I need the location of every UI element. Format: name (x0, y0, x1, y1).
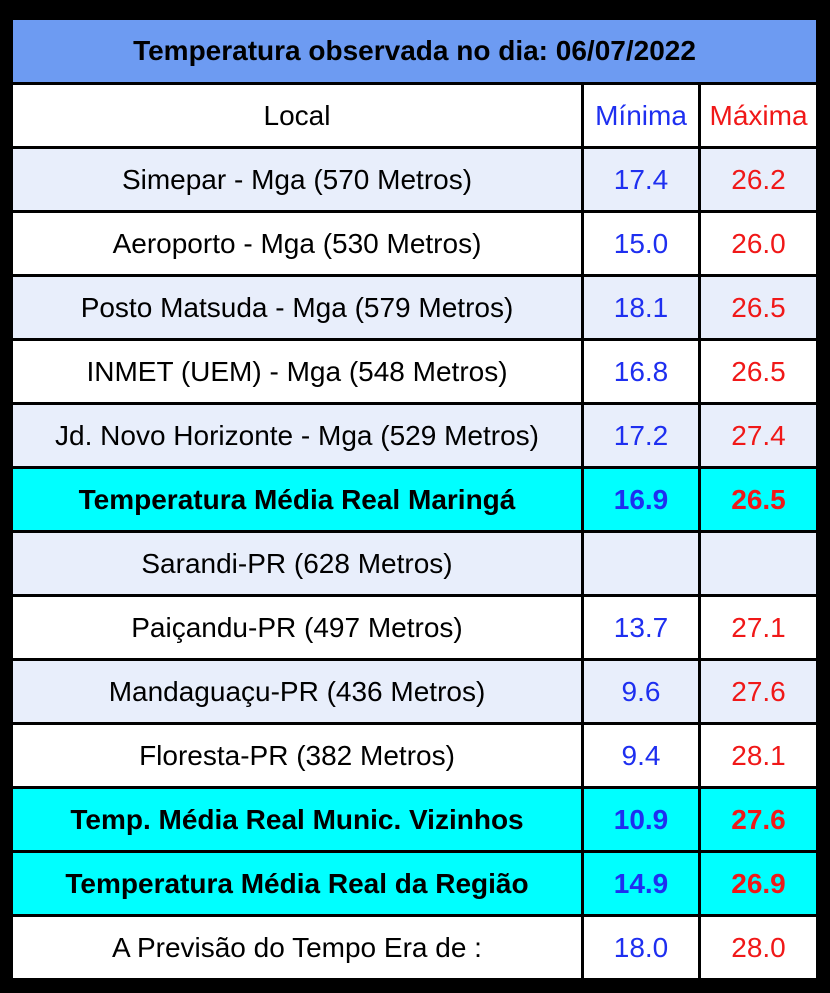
average-row: Temperatura Média Real Maringá 16.9 26.5 (10, 466, 820, 533)
cell-local: Mandaguaçu-PR (436 Metros) (10, 658, 584, 725)
cell-local: A Previsão do Tempo Era de : (10, 914, 584, 981)
cell-local: Temperatura Média Real da Região (10, 850, 584, 917)
cell-min: 18.1 (581, 274, 701, 341)
cell-local: Temp. Média Real Munic. Vizinhos (10, 786, 584, 853)
cell-max: 26.2 (697, 146, 820, 213)
cell-max: 26.5 (697, 338, 820, 405)
table-row: Aeroporto - Mga (530 Metros) 15.0 26.0 (10, 210, 820, 277)
title-row: Temperatura observada no dia: 06/07/2022 (9, 17, 820, 85)
temperature-table: Temperatura observada no dia: 06/07/2022… (9, 17, 820, 981)
cell-max: 26.5 (697, 274, 820, 341)
cell-min: 18.0 (581, 914, 701, 981)
cell-min: 16.8 (581, 338, 701, 405)
cell-min: 9.4 (581, 722, 701, 789)
cell-max: 27.6 (697, 658, 820, 725)
average-row: Temperatura Média Real da Região 14.9 26.9 (10, 850, 820, 917)
header-row: Local Mínima Máxima (10, 82, 820, 149)
table-row: INMET (UEM) - Mga (548 Metros) 16.8 26.5 (10, 338, 820, 405)
cell-max: 28.0 (697, 914, 820, 981)
cell-max: 26.5 (697, 466, 820, 533)
cell-max: 27.6 (697, 786, 820, 853)
cell-max: 28.1 (697, 722, 820, 789)
cell-min: 9.6 (581, 658, 701, 725)
cell-max: 27.4 (697, 402, 820, 469)
table-row: Simepar - Mga (570 Metros) 17.4 26.2 (10, 146, 820, 213)
cell-local: INMET (UEM) - Mga (548 Metros) (10, 338, 584, 405)
table-title: Temperatura observada no dia: 06/07/2022 (9, 17, 820, 85)
table-row: A Previsão do Tempo Era de :18.0 28.0 (10, 914, 820, 981)
header-min: Mínima (581, 82, 701, 149)
cell-max: 26.0 (697, 210, 820, 277)
cell-local: Sarandi-PR (628 Metros) (10, 530, 584, 597)
cell-local: Paiçandu-PR (497 Metros) (10, 594, 584, 661)
cell-min: 15.0 (581, 210, 701, 277)
cell-local: Simepar - Mga (570 Metros) (10, 146, 584, 213)
table-row: Sarandi-PR (628 Metros) (10, 530, 820, 597)
cell-min (581, 530, 701, 597)
table-row: Floresta-PR (382 Metros) 9.4 28.1 (10, 722, 820, 789)
cell-local: Aeroporto - Mga (530 Metros) (10, 210, 584, 277)
cell-min: 14.9 (581, 850, 701, 917)
cell-max: 26.9 (697, 850, 820, 917)
table-row: Jd. Novo Horizonte - Mga (529 Metros) 17.… (10, 402, 820, 469)
cell-local: Floresta-PR (382 Metros) (10, 722, 584, 789)
table-row: Mandaguaçu-PR (436 Metros) 9.6 27.6 (10, 658, 820, 725)
cell-min: 13.7 (581, 594, 701, 661)
table-row: Paiçandu-PR (497 Metros) 13.7 27.1 (10, 594, 820, 661)
header-local: Local (10, 82, 584, 149)
cell-max (697, 530, 820, 597)
cell-max: 27.1 (697, 594, 820, 661)
cell-local: Posto Matsuda - Mga (579 Metros) (10, 274, 584, 341)
cell-local: Temperatura Média Real Maringá (10, 466, 584, 533)
cell-min: 10.9 (581, 786, 701, 853)
cell-min: 17.4 (581, 146, 701, 213)
cell-min: 16.9 (581, 466, 701, 533)
table-row: Posto Matsuda - Mga (579 Metros) 18.1 26.5 (10, 274, 820, 341)
average-row: Temp. Média Real Munic. Vizinhos 10.9 27.6 (10, 786, 820, 853)
cell-local: Jd. Novo Horizonte - Mga (529 Metros) (10, 402, 584, 469)
header-max: Máxima (697, 82, 820, 149)
cell-min: 17.2 (581, 402, 701, 469)
